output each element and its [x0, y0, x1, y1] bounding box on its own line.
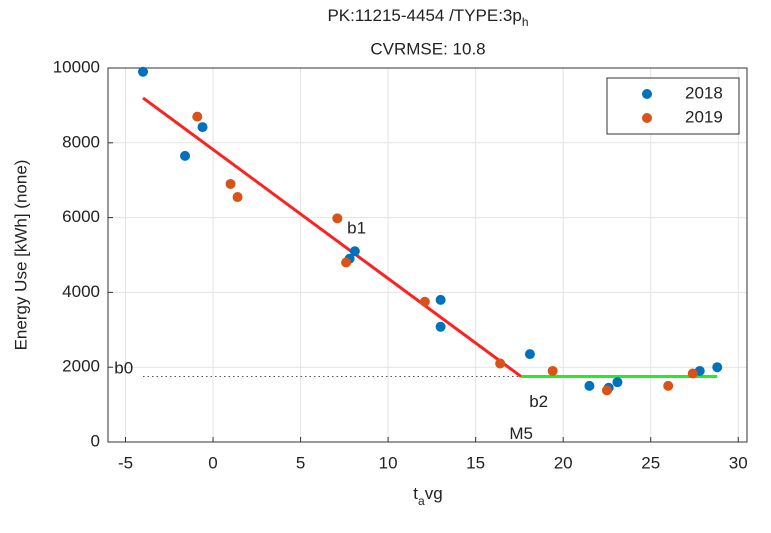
annotation: b2 — [529, 392, 548, 411]
data-point — [419, 296, 430, 307]
fit-line — [142, 96, 523, 378]
data-point — [524, 349, 535, 360]
x-tick-label: 10 — [379, 453, 398, 472]
data-point — [435, 321, 446, 332]
title-subscript: h — [522, 15, 529, 29]
x-tick-label: 5 — [296, 453, 305, 472]
x-tick-label: 0 — [208, 453, 217, 472]
data-point — [232, 192, 243, 203]
data-point — [341, 257, 352, 268]
annotation: b0 — [114, 359, 133, 378]
data-point — [495, 358, 506, 369]
title-main: PK:11215-4454 /TYPE:3p — [327, 6, 521, 25]
y-tick-label: 8000 — [62, 132, 100, 151]
xlabel-main: t — [413, 484, 418, 503]
data-point — [601, 385, 612, 396]
data-point — [225, 178, 236, 189]
x-tick-label: 25 — [641, 453, 660, 472]
annotation: b1 — [347, 218, 366, 237]
plot-frame — [107, 67, 748, 443]
data-point — [712, 362, 723, 373]
chart-subtitle: CVRMSE: 10.8 — [370, 39, 485, 58]
data-point — [435, 294, 446, 305]
data-point — [663, 380, 674, 391]
data-point — [612, 377, 623, 388]
data-point — [349, 246, 360, 257]
x-tick-label: 20 — [554, 453, 573, 472]
data-point — [197, 122, 208, 133]
data-point — [138, 66, 149, 77]
chart-title: PK:11215-4454 /TYPE:3ph — [327, 6, 528, 29]
data-point — [687, 368, 698, 379]
legend-marker — [642, 89, 652, 99]
data-point — [547, 365, 558, 376]
data-point — [192, 111, 203, 122]
x-tick-label: 30 — [729, 453, 748, 472]
annotation: M5 — [509, 424, 533, 443]
y-tick-label: 4000 — [62, 282, 100, 301]
data-point — [584, 380, 595, 391]
y-tick-label: 6000 — [62, 207, 100, 226]
x-tick-label: 15 — [466, 453, 485, 472]
legend-label: 2019 — [685, 107, 723, 126]
y-axis-label: Energy Use [kWh] (none) — [11, 160, 30, 351]
y-tick-label: 10000 — [53, 57, 100, 76]
y-tick-label: 0 — [91, 431, 100, 450]
legend-marker — [642, 113, 652, 123]
legend-label: 2018 — [685, 83, 723, 102]
y-tick-label: 2000 — [62, 357, 100, 376]
xlabel-suffix: vg — [425, 484, 443, 503]
xlabel-subscript: a — [418, 494, 425, 508]
legend-box — [606, 77, 740, 135]
x-tick-label: -5 — [118, 453, 133, 472]
x-axis-label: tavg — [413, 484, 442, 508]
data-point — [180, 150, 191, 161]
data-point — [332, 213, 343, 224]
